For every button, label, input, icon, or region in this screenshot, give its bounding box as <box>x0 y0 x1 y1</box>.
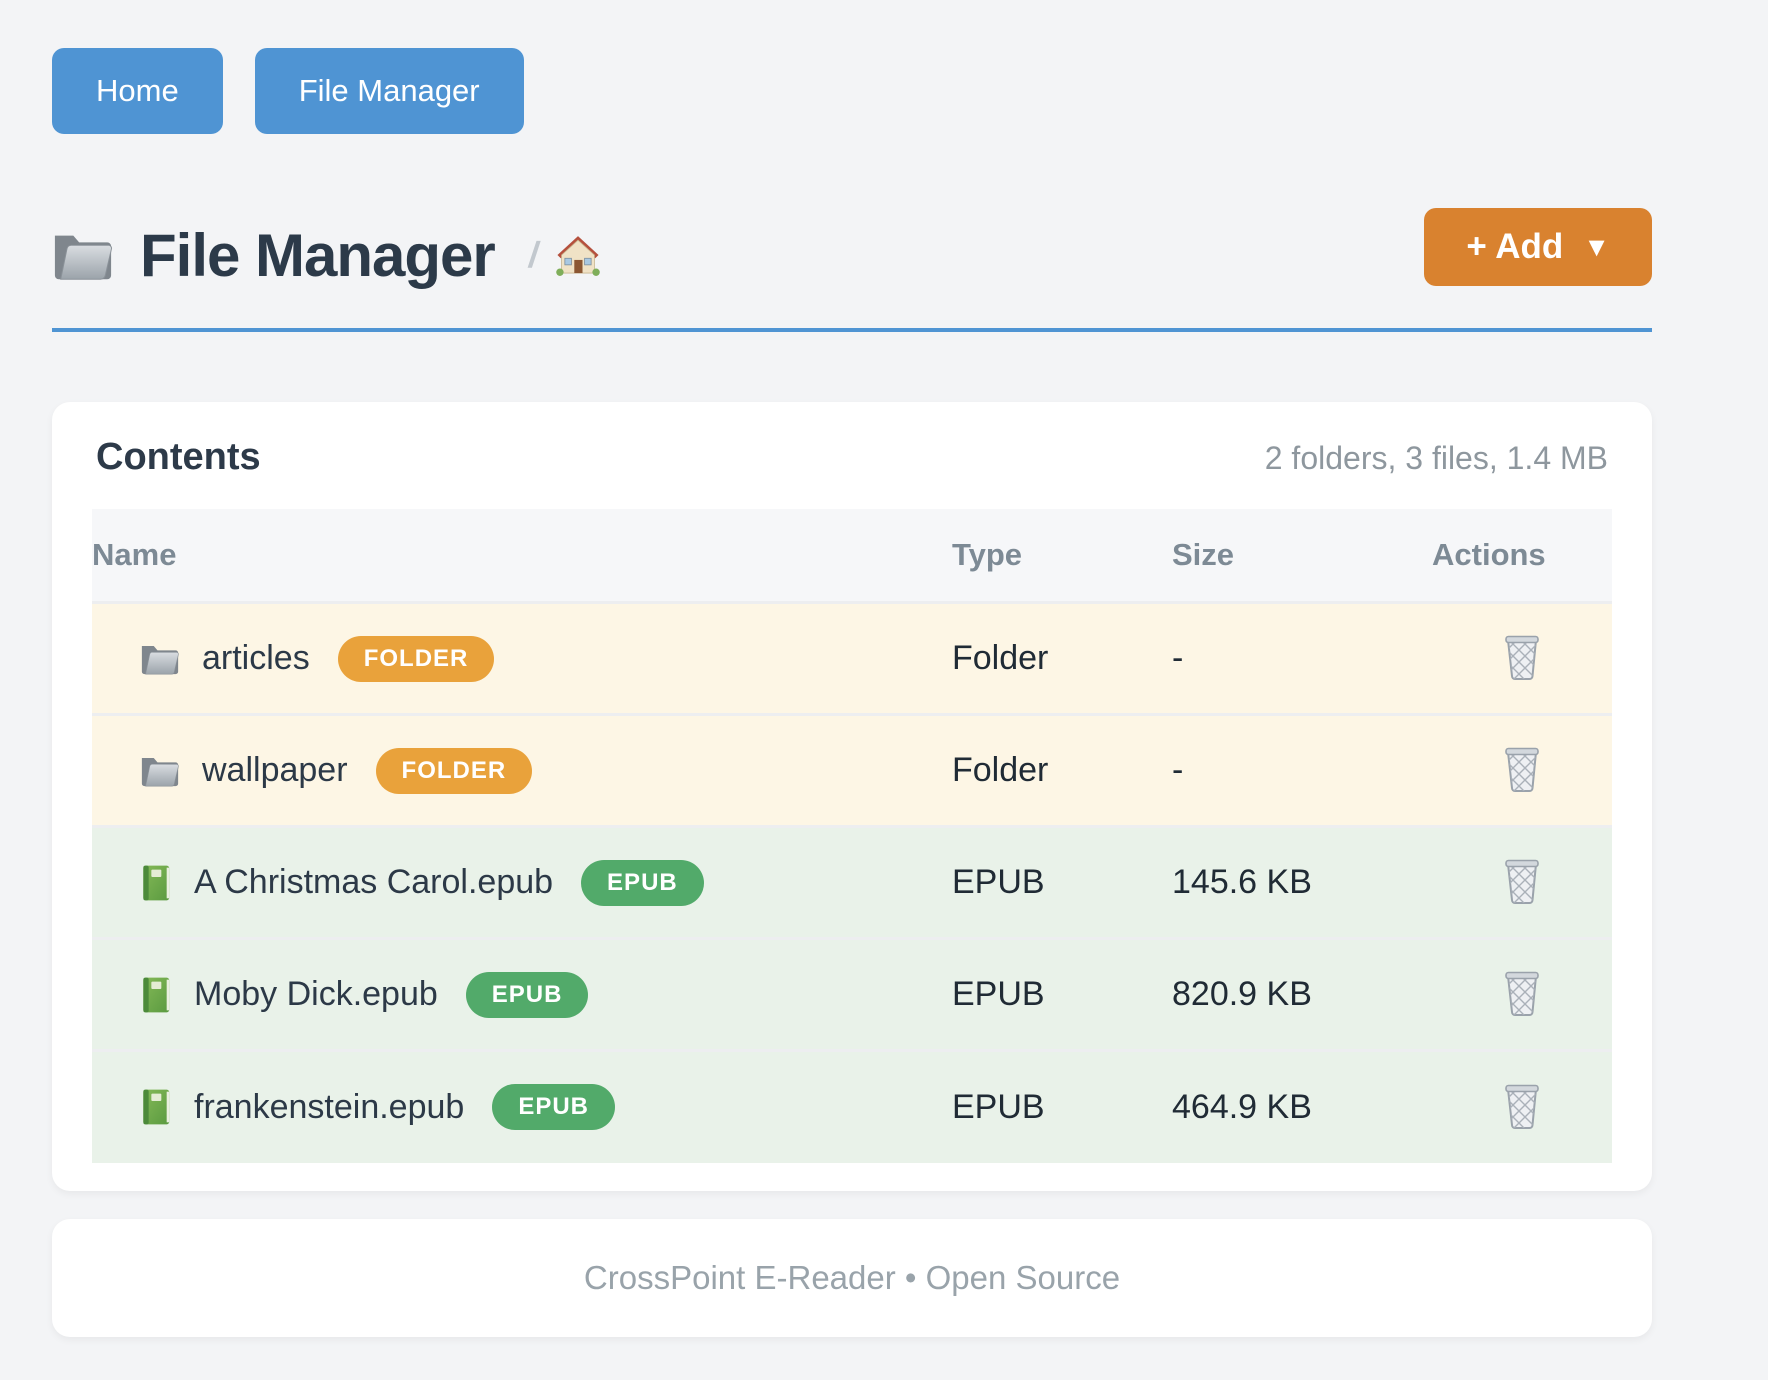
file-type: EPUB <box>952 826 1172 939</box>
trash-icon <box>1502 633 1542 681</box>
column-header-actions: Actions <box>1432 509 1612 603</box>
book-icon <box>140 1087 172 1127</box>
delete-button[interactable] <box>1496 739 1548 799</box>
footer: CrossPoint E-Reader • Open Source <box>52 1218 1652 1337</box>
folder-icon <box>52 227 114 283</box>
page-title-wrap: File Manager <box>52 221 496 290</box>
column-header-type: Type <box>952 509 1172 603</box>
file-size: - <box>1172 602 1432 715</box>
page: Home File Manager File Manager / <box>52 0 1652 1337</box>
caret-down-icon: ▼ <box>1583 231 1610 262</box>
table-row[interactable]: Moby Dick.epub EPUB EPUB 820.9 KB <box>92 938 1612 1051</box>
breadcrumb-separator: / <box>525 234 542 275</box>
table-row[interactable]: articles FOLDER Folder - <box>92 602 1612 715</box>
house-icon[interactable] <box>555 233 601 277</box>
contents-heading: Contents <box>96 436 261 478</box>
folder-badge: FOLDER <box>337 635 495 682</box>
file-table: Name Type Size Actions <box>92 509 1612 1163</box>
trash-icon <box>1502 857 1542 905</box>
table-row[interactable]: frankenstein.epub EPUB EPUB 464.9 KB <box>92 1050 1612 1163</box>
table-header-row: Name Type Size Actions <box>92 509 1612 603</box>
file-name-link[interactable]: articles <box>202 639 310 677</box>
file-size: 820.9 KB <box>1172 938 1432 1051</box>
delete-button[interactable] <box>1496 963 1548 1023</box>
column-header-size: Size <box>1172 509 1432 603</box>
file-size: 464.9 KB <box>1172 1050 1432 1163</box>
column-header-name: Name <box>92 509 952 603</box>
file-type: EPUB <box>952 1050 1172 1163</box>
book-icon <box>140 975 172 1015</box>
file-name-link[interactable]: wallpaper <box>202 751 348 789</box>
trash-icon <box>1502 969 1542 1017</box>
header-divider <box>52 328 1652 332</box>
file-name-link[interactable]: A Christmas Carol.epub <box>194 863 554 901</box>
delete-button[interactable] <box>1496 1076 1548 1136</box>
top-nav: Home File Manager <box>52 0 1652 134</box>
file-type: Folder <box>952 714 1172 827</box>
contents-summary: 2 folders, 3 files, 1.4 MB <box>1264 440 1608 476</box>
table-row[interactable]: A Christmas Carol.epub EPUB EPUB 145.6 K… <box>92 826 1612 939</box>
epub-badge: EPUB <box>465 971 589 1018</box>
table-row[interactable]: wallpaper FOLDER Folder - <box>92 714 1612 827</box>
page-title: File Manager <box>140 221 496 289</box>
book-icon <box>140 863 172 903</box>
nav-home-button[interactable]: Home <box>52 48 223 134</box>
add-button[interactable]: + Add ▼ <box>1424 208 1652 286</box>
contents-card-header: Contents 2 folders, 3 files, 1.4 MB <box>92 436 1612 479</box>
file-type: Folder <box>952 602 1172 715</box>
breadcrumb: / <box>525 233 601 277</box>
epub-badge: EPUB <box>492 1084 615 1131</box>
nav-file-manager-button[interactable]: File Manager <box>254 48 524 134</box>
trash-icon <box>1502 1082 1542 1130</box>
delete-button[interactable] <box>1496 851 1548 911</box>
footer-text: CrossPoint E-Reader • Open Source <box>583 1258 1121 1296</box>
file-name-link[interactable]: Moby Dick.epub <box>194 975 438 1013</box>
folder-icon <box>140 641 180 676</box>
file-size: 145.6 KB <box>1172 826 1432 939</box>
trash-icon <box>1502 745 1542 793</box>
file-size: - <box>1172 714 1432 827</box>
file-type: EPUB <box>952 938 1172 1051</box>
epub-badge: EPUB <box>581 859 704 906</box>
contents-card: Contents 2 folders, 3 files, 1.4 MB Name… <box>52 402 1652 1191</box>
add-button-label: + Add <box>1466 227 1564 266</box>
folder-icon <box>140 753 180 788</box>
file-name-link[interactable]: frankenstein.epub <box>194 1087 465 1126</box>
page-header: File Manager / + Add ▼ <box>52 196 1652 314</box>
delete-button[interactable] <box>1496 627 1548 687</box>
folder-badge: FOLDER <box>375 747 533 794</box>
